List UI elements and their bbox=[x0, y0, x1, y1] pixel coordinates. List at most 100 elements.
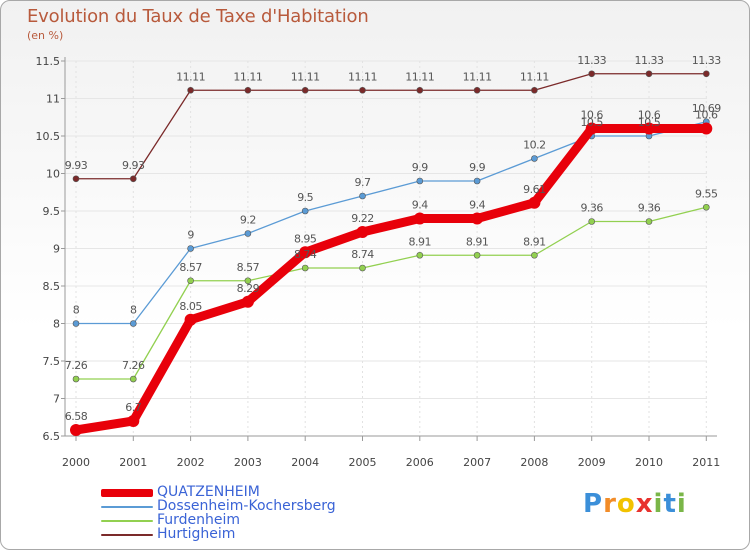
data-point-dossenheim-kochersberg bbox=[359, 192, 366, 200]
data-point-hurtigheim bbox=[473, 86, 481, 94]
data-label-furdenheim: 9.36 bbox=[638, 202, 661, 215]
data-point-hurtigheim bbox=[531, 86, 538, 94]
legend-label: QUATZENHEIM bbox=[157, 484, 260, 500]
x-tick-label: 2000 bbox=[62, 456, 90, 469]
data-point-dossenheim-kochersberg bbox=[244, 230, 252, 237]
y-tick-label: 11.5 bbox=[36, 55, 61, 68]
x-tick-label: 2009 bbox=[578, 456, 606, 469]
data-label-hurtigheim: 11.33 bbox=[577, 54, 606, 67]
data-point-dossenheim-kochersberg bbox=[531, 155, 538, 162]
y-tick-label: 11 bbox=[46, 93, 60, 106]
data-point-quatzenheim bbox=[643, 122, 655, 135]
data-label-hurtigheim: 9.93 bbox=[122, 159, 145, 172]
y-tick-label: 8 bbox=[53, 318, 60, 331]
x-tick-label: 2002 bbox=[177, 456, 205, 469]
data-point-hurtigheim bbox=[301, 86, 309, 94]
data-point-furdenheim bbox=[72, 375, 80, 383]
legend-swatch bbox=[101, 520, 153, 522]
series-line-hurtigheim bbox=[75, 73, 707, 180]
data-point-quatzenheim bbox=[700, 122, 713, 135]
data-label-dossenheim-kochersberg: 10.5 bbox=[638, 116, 661, 129]
data-label-hurtigheim: 11.11 bbox=[405, 70, 434, 83]
data-label-hurtigheim: 11.11 bbox=[291, 70, 320, 83]
data-label-dossenheim-kochersberg: 10.2 bbox=[523, 139, 546, 152]
data-point-hurtigheim bbox=[588, 70, 596, 78]
logo-letter: x bbox=[635, 489, 654, 519]
data-point-dossenheim-kochersberg bbox=[187, 245, 194, 252]
x-tick-label: 2006 bbox=[406, 456, 434, 469]
y-tick-label: 9.5 bbox=[43, 205, 61, 218]
data-label-quatzenheim: 10.6 bbox=[580, 109, 603, 122]
data-label-dossenheim-kochersberg: 9.5 bbox=[297, 191, 313, 204]
y-tick-label: 10.5 bbox=[36, 130, 61, 143]
data-point-furdenheim bbox=[588, 218, 596, 225]
data-label-hurtigheim: 11.11 bbox=[348, 70, 377, 83]
data-label-dossenheim-kochersberg: 9.2 bbox=[240, 214, 256, 227]
data-label-hurtigheim: 11.33 bbox=[692, 54, 721, 67]
data-label-quatzenheim: 8.95 bbox=[294, 232, 317, 245]
x-tick-label: 2004 bbox=[291, 456, 319, 469]
x-tick-label: 2008 bbox=[520, 456, 548, 469]
data-point-dossenheim-kochersberg bbox=[473, 177, 481, 185]
y-tick-label: 6.5 bbox=[43, 430, 61, 443]
data-point-dossenheim-kochersberg bbox=[416, 177, 424, 185]
data-label-hurtigheim: 11.11 bbox=[233, 70, 262, 83]
data-point-furdenheim bbox=[359, 264, 366, 272]
data-label-dossenheim-kochersberg: 8 bbox=[130, 304, 137, 317]
data-label-furdenheim: 7.26 bbox=[122, 359, 145, 372]
data-point-quatzenheim bbox=[356, 226, 369, 238]
data-point-furdenheim bbox=[531, 251, 538, 259]
logo-letter: i bbox=[653, 489, 664, 519]
data-label-hurtigheim: 11.11 bbox=[520, 70, 549, 83]
data-label-furdenheim: 9.36 bbox=[580, 202, 603, 215]
data-point-dossenheim-kochersberg bbox=[301, 207, 309, 215]
data-point-quatzenheim bbox=[127, 415, 140, 427]
data-point-furdenheim bbox=[187, 277, 194, 285]
data-point-hurtigheim bbox=[130, 175, 137, 183]
data-label-furdenheim: 8.74 bbox=[294, 248, 317, 261]
data-label-quatzenheim: 6.7 bbox=[125, 401, 141, 414]
data-label-quatzenheim: 9.61 bbox=[523, 183, 546, 196]
data-label-quatzenheim: 9.4 bbox=[469, 199, 485, 212]
data-point-quatzenheim bbox=[471, 212, 484, 225]
chart-title: Evolution du Taux de Taxe d'Habitation bbox=[27, 6, 369, 27]
data-label-furdenheim: 7.26 bbox=[65, 359, 88, 372]
data-point-hurtigheim bbox=[187, 86, 194, 94]
legend-label: Hurtigheim bbox=[157, 526, 236, 542]
data-point-quatzenheim bbox=[413, 212, 426, 225]
data-label-furdenheim: 8.57 bbox=[237, 261, 260, 274]
series-line-furdenheim bbox=[75, 206, 707, 380]
data-point-furdenheim bbox=[416, 251, 424, 259]
data-label-hurtigheim: 11.11 bbox=[463, 70, 492, 83]
x-tick-label: 2007 bbox=[463, 456, 491, 469]
data-label-quatzenheim: 9.22 bbox=[351, 212, 374, 225]
legend-swatch bbox=[101, 534, 153, 536]
data-label-dossenheim-kochersberg: 9.9 bbox=[469, 161, 485, 174]
logo-letter: r bbox=[603, 489, 617, 519]
data-point-furdenheim bbox=[702, 203, 710, 211]
legend-swatch bbox=[101, 489, 153, 497]
proxiti-logo: Proxiti bbox=[583, 489, 687, 519]
y-tick-label: 7 bbox=[53, 393, 60, 406]
data-label-furdenheim: 8.74 bbox=[351, 248, 374, 261]
logo-letter: o bbox=[616, 489, 636, 519]
data-label-dossenheim-kochersberg: 10.5 bbox=[580, 116, 603, 129]
data-point-quatzenheim bbox=[184, 313, 197, 326]
data-label-dossenheim-kochersberg: 9 bbox=[187, 229, 194, 242]
legend-label: Dossenheim-Kochersberg bbox=[157, 498, 336, 514]
data-label-dossenheim-kochersberg: 9.7 bbox=[355, 176, 371, 189]
data-point-hurtigheim bbox=[702, 70, 710, 78]
data-label-dossenheim-kochersberg: 9.9 bbox=[412, 161, 428, 174]
data-label-quatzenheim: 8.29 bbox=[237, 282, 260, 295]
data-label-furdenheim: 8.91 bbox=[466, 235, 489, 248]
data-label-dossenheim-kochersberg: 10.69 bbox=[692, 102, 721, 115]
data-label-quatzenheim: 9.4 bbox=[412, 199, 428, 212]
data-label-dossenheim-kochersberg: 8 bbox=[73, 304, 80, 317]
logo-letter: t bbox=[663, 489, 677, 519]
data-point-quatzenheim bbox=[299, 246, 312, 259]
data-label-quatzenheim: 6.58 bbox=[65, 410, 88, 423]
x-tick-label: 2005 bbox=[349, 456, 377, 469]
data-label-furdenheim: 8.91 bbox=[523, 235, 546, 248]
data-point-quatzenheim bbox=[528, 196, 541, 209]
